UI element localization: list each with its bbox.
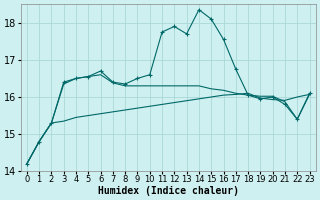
X-axis label: Humidex (Indice chaleur): Humidex (Indice chaleur) (98, 186, 239, 196)
